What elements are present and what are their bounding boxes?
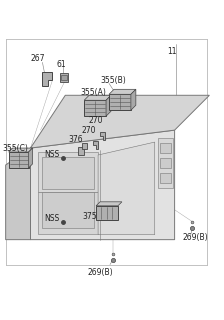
- Bar: [42, 157, 94, 189]
- Bar: [158, 138, 173, 188]
- Bar: [42, 192, 94, 228]
- Text: 269(B): 269(B): [183, 233, 208, 242]
- Bar: [84, 100, 106, 116]
- Polygon shape: [93, 141, 98, 149]
- Text: NSS: NSS: [44, 214, 60, 223]
- Polygon shape: [84, 95, 111, 100]
- Bar: [160, 158, 171, 168]
- Bar: [39, 152, 98, 192]
- Text: 270: 270: [88, 116, 103, 125]
- Bar: [9, 152, 28, 168]
- Polygon shape: [30, 95, 209, 148]
- Text: 376: 376: [68, 135, 83, 144]
- Polygon shape: [28, 148, 32, 168]
- Bar: [60, 73, 68, 82]
- Polygon shape: [6, 148, 30, 240]
- Text: 355(C): 355(C): [3, 144, 28, 153]
- Bar: [160, 143, 171, 153]
- Bar: [160, 173, 171, 183]
- Polygon shape: [42, 72, 52, 86]
- Text: 270: 270: [81, 126, 96, 135]
- Bar: [96, 206, 118, 220]
- Bar: [78, 147, 84, 155]
- Bar: [39, 192, 98, 234]
- Bar: [109, 94, 131, 110]
- Text: 61: 61: [56, 60, 66, 69]
- Text: 11: 11: [168, 47, 177, 57]
- Polygon shape: [131, 89, 136, 110]
- Polygon shape: [100, 132, 105, 140]
- Polygon shape: [30, 130, 175, 240]
- Polygon shape: [9, 148, 32, 152]
- Text: 375: 375: [82, 212, 97, 221]
- Text: NSS: NSS: [44, 150, 60, 159]
- Text: 267: 267: [30, 54, 45, 63]
- Bar: [82, 143, 87, 149]
- Polygon shape: [109, 89, 136, 94]
- Polygon shape: [96, 202, 122, 206]
- Polygon shape: [106, 95, 111, 116]
- Polygon shape: [98, 142, 155, 235]
- Bar: [61, 76, 67, 80]
- Text: 355(B): 355(B): [100, 76, 126, 85]
- Text: 355(A): 355(A): [80, 88, 106, 97]
- Text: 269(B): 269(B): [87, 268, 113, 276]
